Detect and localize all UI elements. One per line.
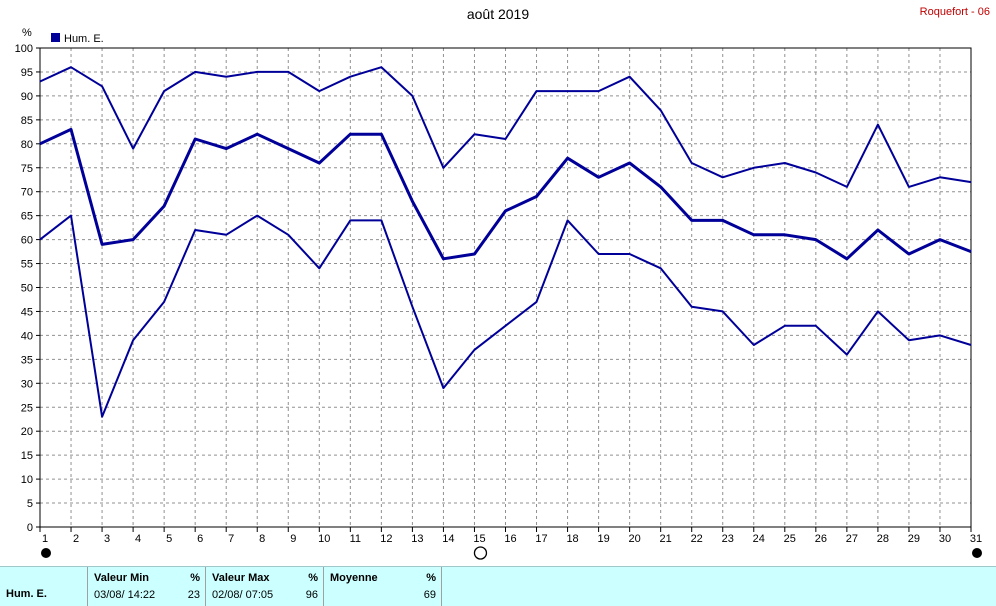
y-tick-label: 30	[21, 378, 33, 390]
stat-min-unit: %	[190, 572, 200, 584]
x-tick-label: 23	[722, 533, 734, 545]
moon-new-icon	[41, 548, 51, 558]
x-tick-label: 3	[104, 533, 110, 545]
y-tick-label: 85	[21, 115, 33, 127]
y-tick-label: 10	[21, 474, 33, 486]
stat-max: Valeur Max % 02/08/ 07:05 96	[205, 567, 324, 606]
humidity-chart: 0510152025303540455055606570758085909510…	[15, 27, 982, 560]
x-tick-label: 9	[290, 533, 296, 545]
x-tick-label: 29	[908, 533, 920, 545]
y-tick-label: 95	[21, 67, 33, 79]
y-tick-label: 35	[21, 354, 33, 366]
x-tick-label: 28	[877, 533, 889, 545]
moon-full-icon	[473, 546, 488, 560]
stat-max-date: 02/08/ 07:05	[212, 589, 274, 601]
x-tick-label: 16	[504, 533, 516, 545]
x-tick-label: 30	[939, 533, 951, 545]
stat-min-header: Valeur Min	[94, 572, 150, 584]
x-tick-label: 6	[197, 533, 203, 545]
series-line-max	[39, 66, 972, 188]
x-tick-label: 31	[970, 533, 982, 545]
moon-new-icon	[972, 548, 982, 558]
stat-max-header: Valeur Max	[212, 572, 270, 584]
stat-min-value: 23	[187, 589, 200, 601]
y-tick-label: 25	[21, 402, 33, 414]
stat-min: Valeur Min % 03/08/ 14:22 23	[87, 567, 206, 606]
y-tick-label: 100	[15, 43, 33, 55]
stat-avg-header: Moyenne	[330, 572, 378, 584]
x-tick-label: 8	[259, 533, 265, 545]
series-line-min	[39, 214, 972, 418]
footer-separator	[441, 567, 442, 606]
y-tick-label: 65	[21, 211, 33, 223]
x-tick-label: 11	[350, 533, 361, 545]
x-tick-label: 7	[228, 533, 234, 545]
stat-min-date: 03/08/ 14:22	[94, 589, 156, 601]
y-tick-label: 20	[21, 426, 33, 438]
footer-series-label: Hum. E.	[6, 588, 47, 600]
x-tick-label: 15	[473, 533, 485, 545]
x-tick-label: 1	[42, 533, 48, 545]
x-tick-label: 5	[166, 533, 172, 545]
y-tick-label: 5	[27, 498, 33, 510]
stat-max-unit: %	[308, 572, 318, 584]
legend-label: Hum. E.	[64, 33, 104, 45]
y-tick-label: 40	[21, 330, 33, 342]
x-tick-label: 14	[442, 533, 454, 545]
legend-swatch	[51, 33, 60, 42]
y-tick-label: 60	[21, 235, 33, 247]
x-tick-label: 10	[318, 533, 330, 545]
y-tick-label: 50	[21, 283, 33, 295]
stat-avg-unit: %	[426, 572, 436, 584]
y-tick-label: 15	[21, 450, 33, 462]
series-line-mean	[39, 127, 972, 261]
y-tick-label: 45	[21, 306, 33, 318]
x-tick-label: 18	[566, 533, 578, 545]
x-tick-label: 26	[815, 533, 827, 545]
stat-avg-value: 69	[423, 589, 436, 601]
y-tick-label: 90	[21, 91, 33, 103]
x-tick-label: 22	[691, 533, 703, 545]
x-tick-label: 17	[535, 533, 547, 545]
stat-max-value: 96	[305, 589, 318, 601]
x-tick-label: 4	[135, 533, 141, 545]
plot-frame	[39, 47, 972, 528]
x-tick-label: 21	[660, 533, 672, 545]
y-tick-label: 55	[21, 259, 33, 271]
x-tick-label: 24	[753, 533, 765, 545]
station-name: Roquefort - 06	[919, 6, 990, 18]
stat-avg: Moyenne % 69	[323, 567, 442, 606]
x-tick-label: 12	[380, 533, 392, 545]
x-tick-label: 25	[784, 533, 796, 545]
y-tick-label: 75	[21, 163, 33, 175]
stats-footer: Hum. E. Valeur Min % 03/08/ 14:22 23 Val…	[0, 566, 996, 606]
x-tick-label: 19	[597, 533, 609, 545]
x-tick-label: 13	[411, 533, 423, 545]
y-tick-label: 80	[21, 139, 33, 151]
x-tick-label: 20	[629, 533, 641, 545]
y-tick-label: 0	[27, 522, 33, 534]
y-tick-label: 70	[21, 187, 33, 199]
chart-title: août 2019	[466, 6, 530, 22]
y-unit-label: %	[22, 27, 32, 39]
x-tick-label: 2	[73, 533, 79, 545]
x-tick-label: 27	[846, 533, 858, 545]
